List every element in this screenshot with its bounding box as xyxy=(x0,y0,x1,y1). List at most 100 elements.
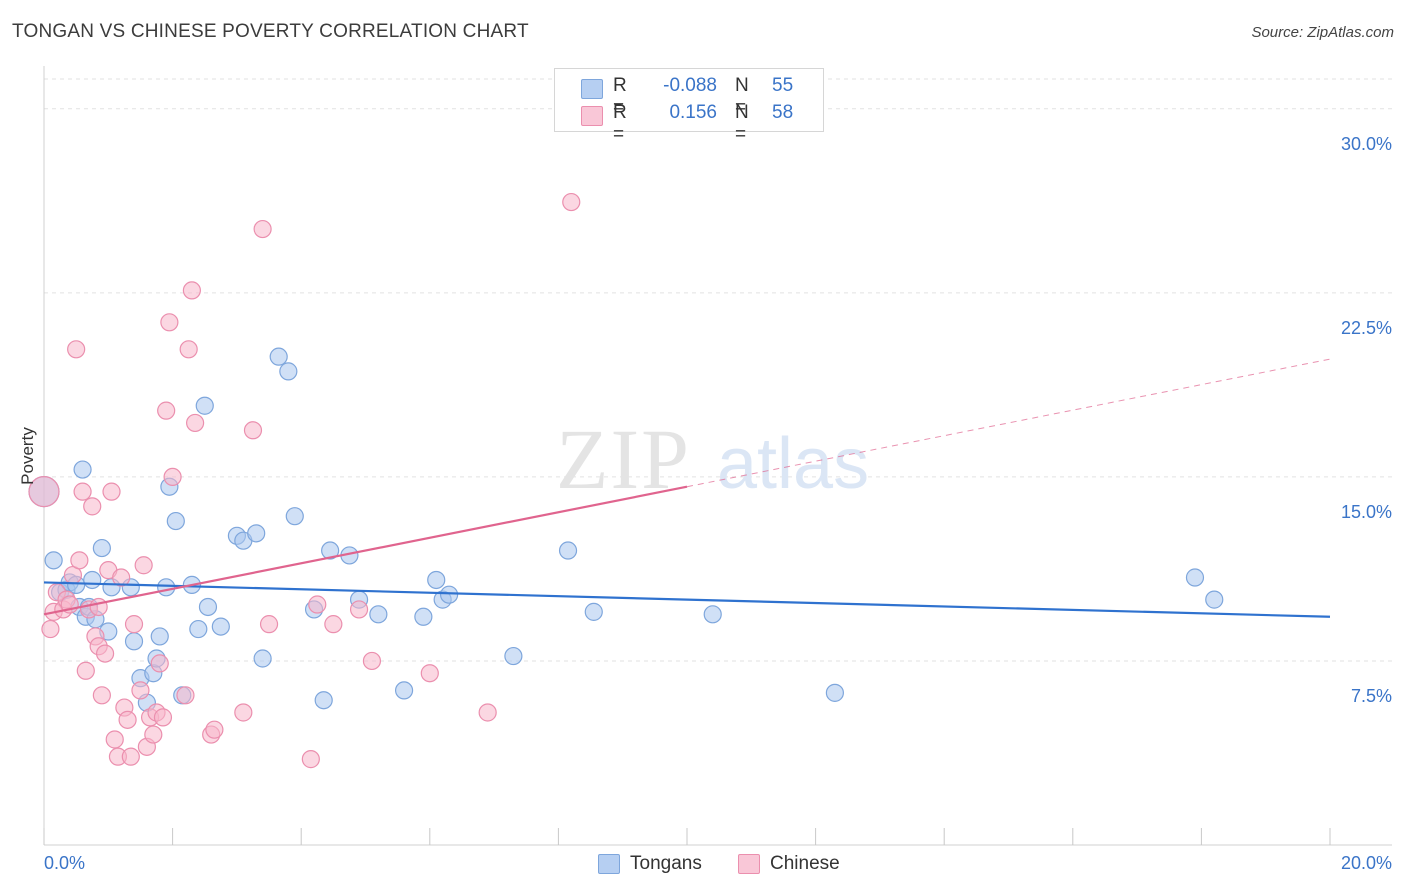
tongan-point xyxy=(73,460,92,479)
x-tick-label: 20.0% xyxy=(1341,853,1392,873)
chinese-point xyxy=(182,281,201,300)
tongan-point xyxy=(414,607,433,626)
tongan-point xyxy=(504,646,523,666)
chinese-point xyxy=(420,664,439,683)
y-tick-label: 7.5% xyxy=(1351,686,1392,706)
legend-swatch-tongans xyxy=(581,79,603,99)
chinese-point xyxy=(243,421,263,440)
chinese-point xyxy=(76,661,95,680)
chinese-point xyxy=(153,708,173,727)
chinese-point xyxy=(89,597,108,617)
axis-layer: 7.5% 15.0% 22.5% 30.0% 0.0% 20.0% xyxy=(43,66,1392,873)
tongan-point xyxy=(1205,590,1224,609)
legend-r-value: 0.156 xyxy=(669,102,717,123)
tongan-point xyxy=(321,541,340,560)
chinese-point xyxy=(179,340,198,359)
legend-n-value: 55 xyxy=(772,75,794,96)
chinese-point xyxy=(308,595,327,614)
tongan-point xyxy=(369,605,388,624)
chinese-point xyxy=(186,413,205,433)
tongan-point xyxy=(157,578,176,597)
source-credit: Source: ZipAtlas.com xyxy=(1251,24,1394,41)
y-tick-label: 30.0% xyxy=(1341,134,1392,154)
points-layer xyxy=(28,192,1224,769)
chinese-point xyxy=(349,600,369,619)
chinese-point xyxy=(562,192,581,212)
chinese-point xyxy=(234,703,253,722)
tongan-point xyxy=(279,362,298,381)
chinese-point xyxy=(478,703,497,722)
tongan-point xyxy=(703,605,722,624)
chinese-point xyxy=(362,651,382,671)
chinese-point xyxy=(324,615,343,634)
legend-r-label: R = xyxy=(613,102,627,145)
chinese-point xyxy=(112,568,131,587)
tongan-point xyxy=(394,681,414,700)
bottom-legend-label-chinese: Chinese xyxy=(770,853,840,874)
legend-r-label: R = xyxy=(613,75,627,118)
chinese-point xyxy=(301,750,320,769)
chinese-point xyxy=(253,219,272,239)
tongan-point xyxy=(439,585,459,604)
chart-title: TONGAN VS CHINESE POVERTY CORRELATION CH… xyxy=(12,21,529,42)
legend-n-label: N = xyxy=(735,102,749,145)
chinese-point xyxy=(73,482,92,501)
legend-box: R = -0.088 N = 55 R = 0.156 N = 58 xyxy=(554,68,824,145)
chinese-point xyxy=(70,551,89,570)
chinese-point xyxy=(121,747,140,766)
watermark-atlas: atlas xyxy=(717,424,869,504)
legend-n-label: N = xyxy=(735,75,749,118)
tongan-point xyxy=(269,347,288,366)
chinese-trend-line xyxy=(43,485,688,616)
tongans-trend-line xyxy=(43,581,1331,618)
watermark-zip: ZIP xyxy=(556,411,691,507)
tongan-point xyxy=(1185,568,1205,587)
chinese-point xyxy=(150,654,169,673)
y-tick-label: 15.0% xyxy=(1341,502,1392,522)
chinese-point xyxy=(118,710,137,729)
chinese-trend-extension xyxy=(686,358,1331,488)
chinese-point xyxy=(92,686,111,705)
bottom-legend-swatch-chinese xyxy=(738,854,760,874)
chinese-point xyxy=(163,467,182,487)
tongan-point xyxy=(150,627,169,646)
x-tick-label: 0.0% xyxy=(44,853,85,873)
chinese-point xyxy=(259,615,279,634)
tongan-point xyxy=(211,617,230,636)
chinese-point xyxy=(124,615,144,634)
chinese-point xyxy=(105,730,124,749)
legend-n-value: 58 xyxy=(772,102,794,123)
tongan-point xyxy=(189,619,208,639)
tongan-point xyxy=(83,570,102,590)
chinese-point xyxy=(83,497,102,516)
chinese-point xyxy=(134,556,153,575)
y-tick-label: 22.5% xyxy=(1341,318,1392,338)
tongan-point xyxy=(825,683,844,702)
bottom-legend-label-tongans: Tongans xyxy=(630,853,702,874)
tongan-point xyxy=(314,691,333,710)
tongan-point xyxy=(92,538,111,558)
chinese-point xyxy=(157,401,176,420)
chinese-point xyxy=(28,476,60,508)
tongan-point xyxy=(195,396,214,415)
tongan-point xyxy=(44,551,63,570)
tongan-point xyxy=(558,541,578,560)
tongan-point xyxy=(584,602,603,621)
chinese-point xyxy=(95,644,115,663)
legend-r-value: -0.088 xyxy=(663,75,717,96)
chinese-point xyxy=(131,681,150,700)
chinese-point xyxy=(176,686,195,705)
chinese-point xyxy=(144,725,163,744)
chinese-point xyxy=(205,720,224,739)
legend-swatch-chinese xyxy=(581,106,603,126)
tongan-point xyxy=(427,570,446,590)
chinese-point xyxy=(67,340,86,359)
tongan-point xyxy=(166,511,185,531)
watermark: ZIP atlas xyxy=(556,411,869,507)
tongan-point xyxy=(198,597,218,617)
bottom-legend-swatch-tongans xyxy=(598,854,620,874)
y-axis-title: Poverty xyxy=(18,427,37,485)
tongan-point xyxy=(253,649,272,668)
chinese-point xyxy=(102,482,121,501)
